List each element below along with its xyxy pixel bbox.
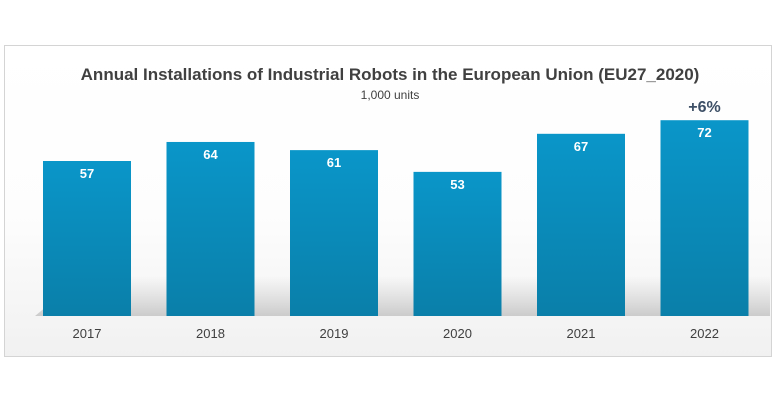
x-tick-label-2020: 2020 [443, 326, 472, 341]
bar-2019 [290, 150, 378, 316]
bar-2020 [413, 171, 502, 316]
bar-2021 [537, 133, 625, 316]
floor-shadow [35, 276, 770, 316]
x-tick-label-2021: 2021 [567, 326, 596, 341]
data-label-2018: 64 [203, 147, 218, 162]
growth-annotation: +6% [688, 99, 720, 116]
data-label-2020: 53 [450, 177, 464, 192]
chart-title: Annual Installations of Industrial Robot… [80, 65, 700, 84]
data-label-2021: 67 [574, 139, 588, 154]
bar-2022 [660, 120, 749, 316]
bar-2017 [43, 161, 131, 316]
data-label-2019: 61 [327, 155, 341, 170]
bar-2018 [166, 141, 255, 316]
x-tick-label-2017: 2017 [73, 326, 102, 341]
data-label-2017: 57 [80, 166, 94, 181]
x-tick-label-2018: 2018 [196, 326, 225, 341]
x-tick-label-2019: 2019 [320, 326, 349, 341]
chart-subtitle: 1,000 units [360, 88, 420, 102]
x-tick-label-2022: 2022 [690, 326, 719, 341]
data-label-2022: 72 [697, 125, 711, 140]
